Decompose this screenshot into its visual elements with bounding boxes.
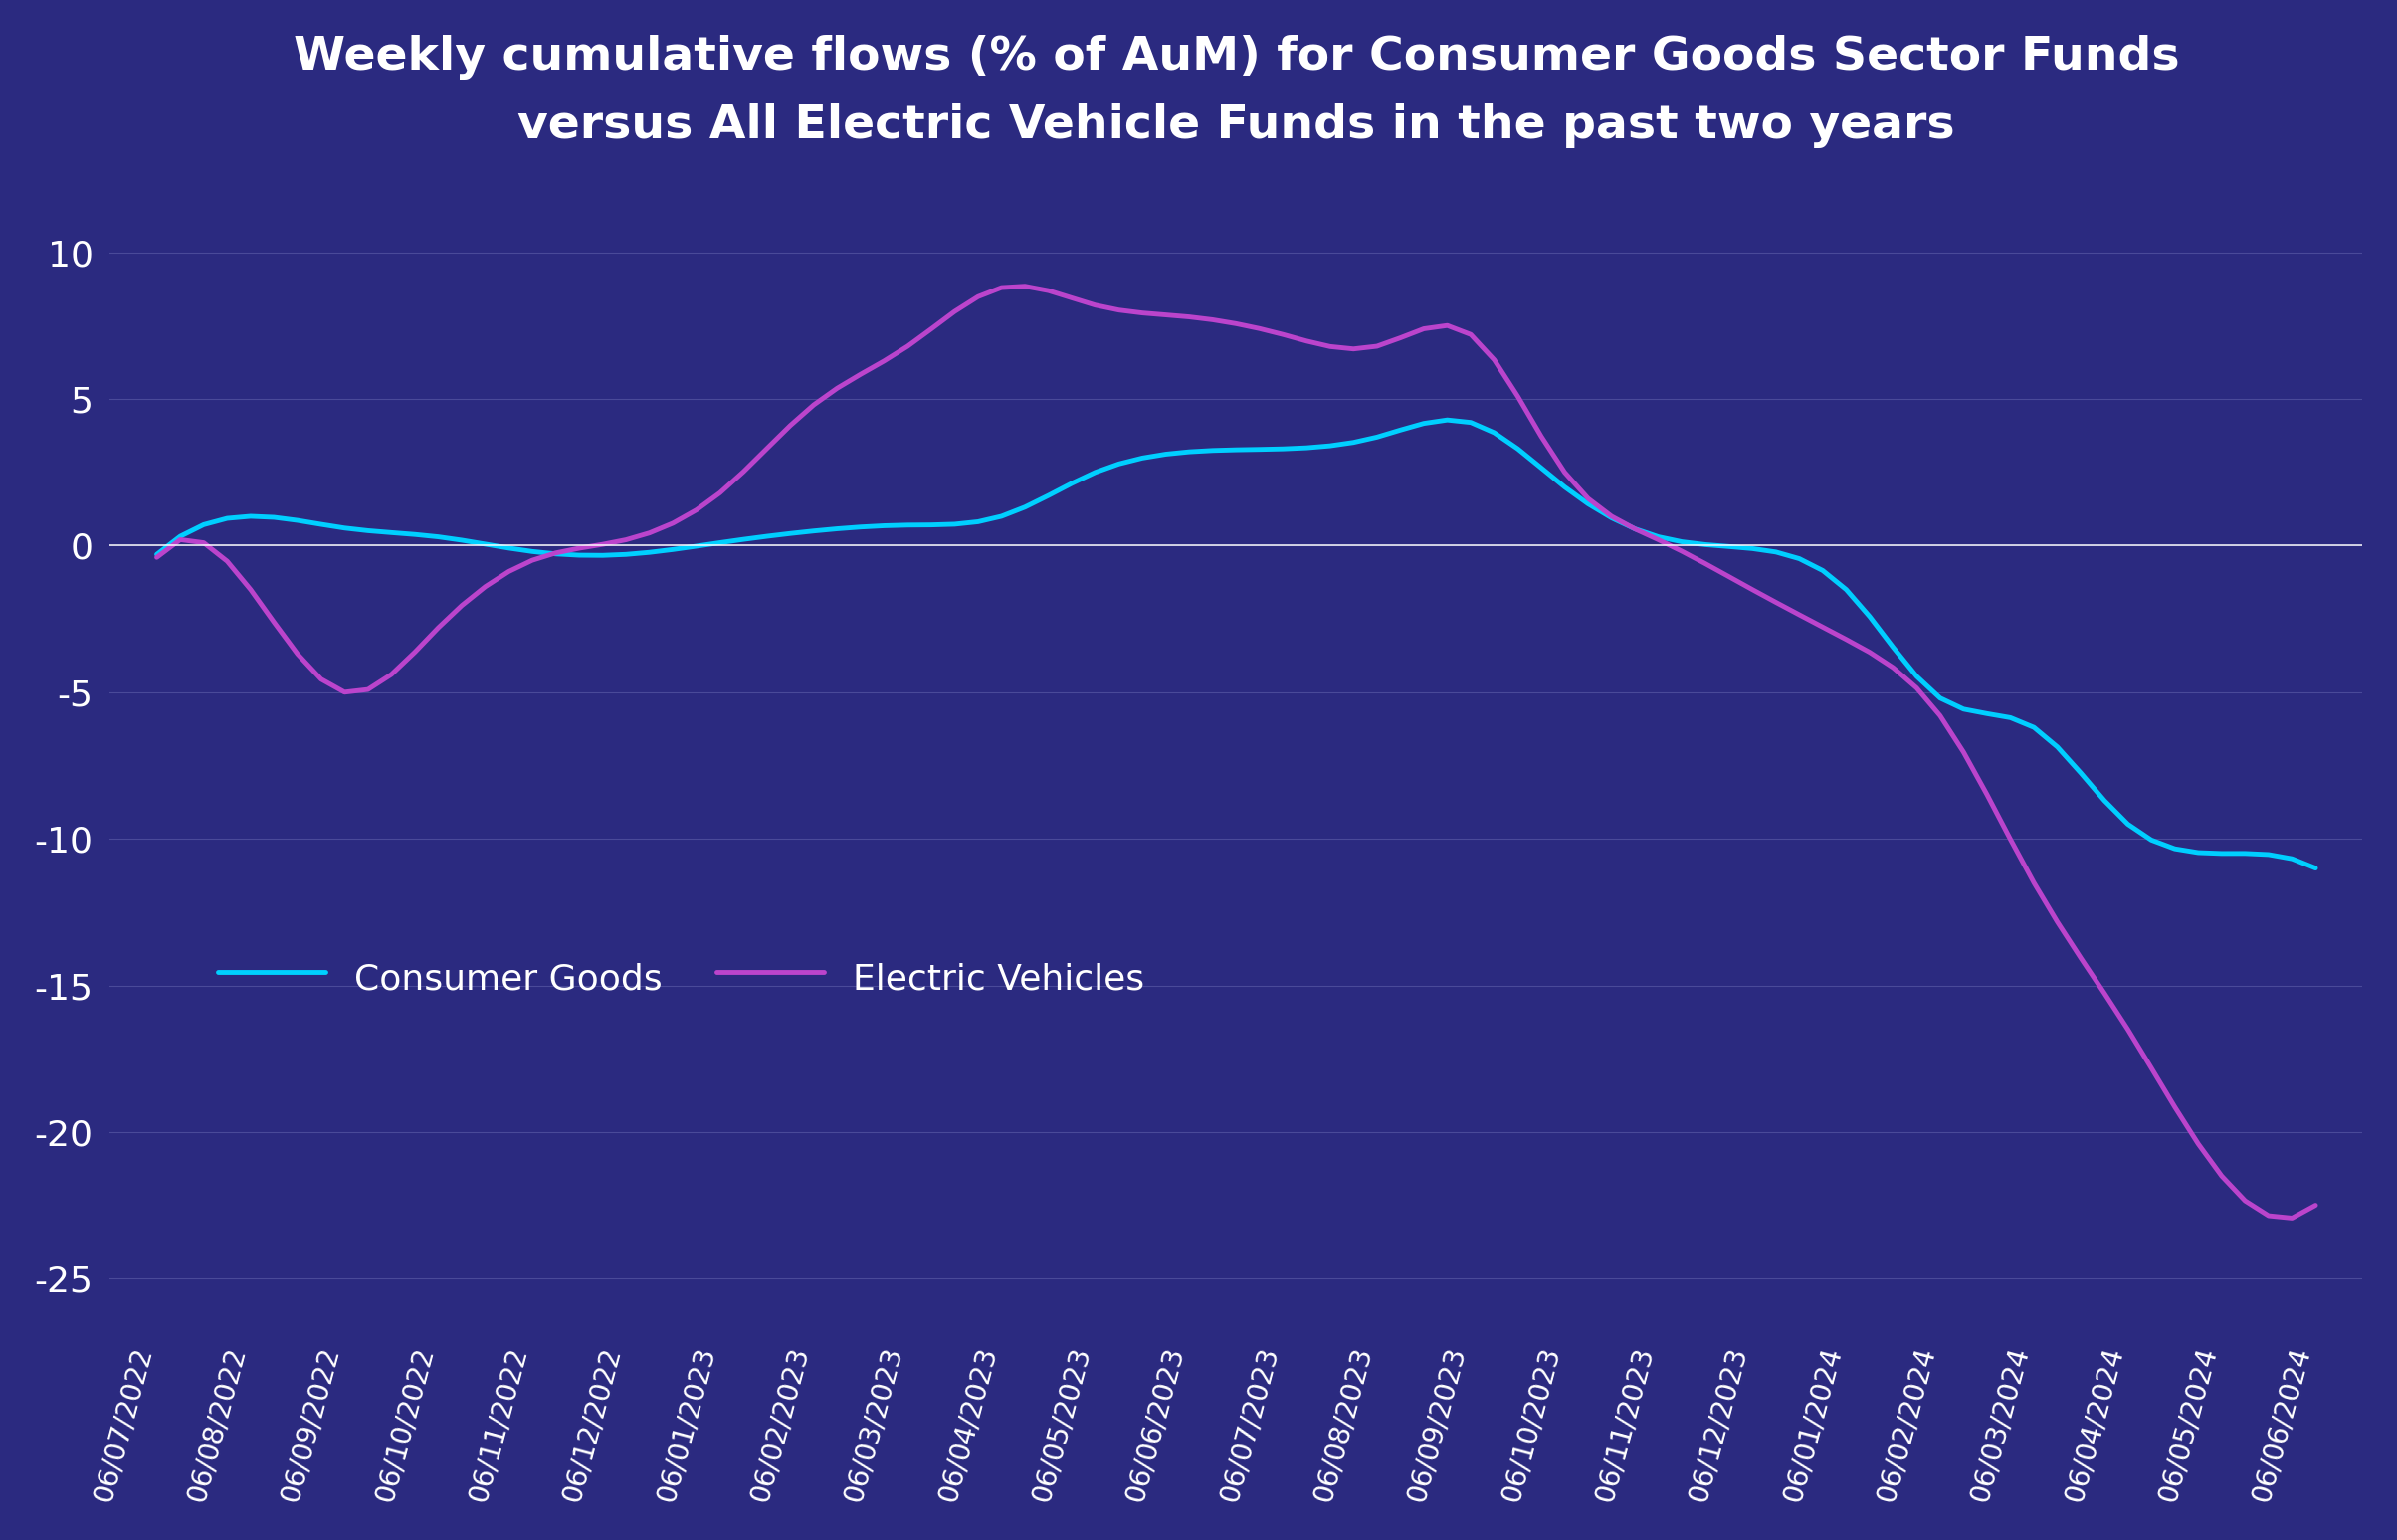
Electric Vehicles: [1668, 542, 1697, 561]
Electric Vehicles: [141, 548, 170, 567]
Line: Consumer Goods: Consumer Goods: [156, 420, 2316, 869]
Consumer Goods: [587, 547, 616, 565]
Consumer Goods: [1879, 638, 1908, 656]
Electric Vehicles: [1012, 277, 1040, 296]
Electric Vehicles: [494, 562, 523, 581]
Electric Vehicles: [587, 534, 616, 553]
Electric Vehicles: [2301, 1197, 2330, 1215]
Electric Vehicles: [1879, 659, 1908, 678]
Electric Vehicles: [424, 619, 453, 638]
Title: Weekly cumulative flows (% of AuM) for Consumer Goods Sector Funds
versus All El: Weekly cumulative flows (% of AuM) for C…: [292, 34, 2179, 148]
Consumer Goods: [1222, 440, 1251, 459]
Consumer Goods: [424, 528, 453, 547]
Consumer Goods: [494, 539, 523, 557]
Consumer Goods: [2301, 859, 2330, 878]
Electric Vehicles: [2277, 1209, 2306, 1227]
Consumer Goods: [1433, 411, 1462, 430]
Consumer Goods: [1668, 533, 1697, 551]
Line: Electric Vehicles: Electric Vehicles: [156, 286, 2316, 1218]
Electric Vehicles: [1244, 319, 1273, 337]
Legend: Consumer Goods, Electric Vehicles: Consumer Goods, Electric Vehicles: [218, 955, 1146, 999]
Consumer Goods: [141, 545, 170, 564]
